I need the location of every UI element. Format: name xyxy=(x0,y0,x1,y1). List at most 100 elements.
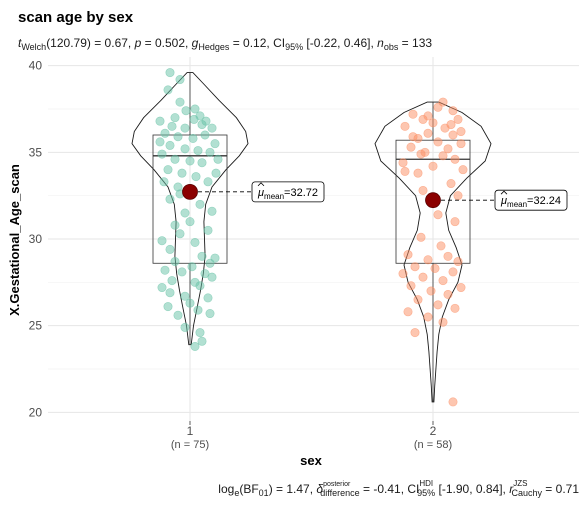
data-point xyxy=(170,257,180,267)
data-point xyxy=(173,310,183,320)
data-point xyxy=(159,177,169,187)
data-point xyxy=(207,272,217,282)
data-point xyxy=(433,102,443,112)
data-point xyxy=(443,251,453,261)
data-point xyxy=(203,225,213,235)
data-point xyxy=(428,161,438,171)
mean-label-value: =32.72 xyxy=(284,187,318,199)
box-2 xyxy=(395,139,471,264)
data-point xyxy=(448,267,458,277)
gridlines xyxy=(48,57,579,421)
data-point xyxy=(438,317,448,327)
caption-r-symbol: r xyxy=(509,482,514,496)
data-point xyxy=(406,142,416,152)
mean-label-box-1 xyxy=(251,181,325,203)
data-point xyxy=(197,336,207,346)
data-point xyxy=(185,298,195,308)
subtitle-p-label: p xyxy=(134,36,142,50)
data-point xyxy=(448,106,458,116)
data-point xyxy=(175,229,185,239)
subtitle-es-sub: Hedges xyxy=(198,42,230,52)
mean-label-box-2 xyxy=(494,189,568,211)
subtitle-ci-sub: 95% xyxy=(285,42,303,52)
data-point xyxy=(188,133,198,143)
data-point xyxy=(160,128,170,138)
data-point xyxy=(443,289,453,299)
data-point xyxy=(433,137,443,147)
caption-hdi-sub: 95% xyxy=(417,488,435,498)
data-point xyxy=(163,85,173,95)
caption-r-value: = 0.71 xyxy=(542,482,579,496)
data-point xyxy=(456,283,466,293)
data-point xyxy=(453,114,463,124)
violin-1 xyxy=(131,72,249,346)
data-point xyxy=(180,322,190,332)
data-point xyxy=(205,309,215,319)
x-axis-ticks: 1(n = 75) 2(n = 58) xyxy=(171,421,452,451)
data-point xyxy=(170,113,180,123)
data-point xyxy=(180,144,190,154)
data-point xyxy=(163,165,173,175)
mean-label-sub: mean xyxy=(507,200,527,209)
data-point xyxy=(423,312,433,322)
data-point xyxy=(398,158,408,168)
subtitle-n-sub: obs xyxy=(384,42,399,52)
data-point xyxy=(416,149,426,159)
data-point xyxy=(189,114,199,124)
mean-label-mu: μ xyxy=(500,195,507,207)
data-point xyxy=(433,300,443,310)
mean-label-mu: μ xyxy=(257,187,264,199)
data-point xyxy=(193,305,203,315)
data-point xyxy=(185,156,195,166)
data-point xyxy=(413,295,423,305)
caption-bf: (BF xyxy=(239,482,258,496)
caption-r-sup: JZS xyxy=(513,479,527,488)
data-point xyxy=(423,128,433,138)
data-point xyxy=(175,97,185,107)
data-point xyxy=(177,168,187,178)
y-tick-label: 25 xyxy=(29,319,43,333)
data-point xyxy=(210,139,220,149)
data-point xyxy=(423,255,433,265)
data-point xyxy=(193,146,203,156)
data-point xyxy=(428,118,438,128)
data-point xyxy=(443,144,453,154)
data-point xyxy=(197,158,207,168)
data-point xyxy=(160,265,170,275)
caption-delta-sup: posterior xyxy=(323,481,351,488)
data-point xyxy=(170,220,180,230)
data-point xyxy=(207,123,217,133)
data-point xyxy=(436,241,446,251)
subtitle-p-value: = 0.502, xyxy=(141,36,191,50)
mean-label-1: μmean=32.72 xyxy=(257,187,318,201)
data-point xyxy=(157,236,167,246)
subtitle-stat-value: (120.79) = 0.67, xyxy=(46,36,134,50)
chart-title: scan age by sex xyxy=(18,9,134,26)
data-point xyxy=(167,276,177,286)
caption-delta-value: = -0.41, CI xyxy=(360,482,420,496)
data-point xyxy=(165,244,175,254)
mean-label-value: =32.24 xyxy=(527,195,561,207)
data-point xyxy=(413,168,423,178)
data-point xyxy=(408,132,418,142)
data-point xyxy=(207,206,217,216)
data-point xyxy=(203,293,213,303)
caption-hdi-value: [-1.90, 0.84], xyxy=(435,482,509,496)
subtitle-es-symbol: g xyxy=(192,36,199,50)
data-point xyxy=(190,237,200,247)
data-point xyxy=(458,165,468,175)
data-point xyxy=(190,341,200,351)
chart-caption: loge(BF01) = 1.47, δposterior difference … xyxy=(218,479,579,498)
data-point xyxy=(410,328,420,338)
data-point xyxy=(167,121,177,131)
data-point xyxy=(195,281,205,291)
caption-bf-sub: 01 xyxy=(259,488,269,498)
subtitle-stat-symbol: t xyxy=(18,36,22,50)
mean-label-2: μmean=32.24 xyxy=(500,195,561,209)
data-point xyxy=(203,177,213,187)
data-point xyxy=(211,168,221,178)
data-point xyxy=(410,262,420,272)
caption-delta-sub: difference xyxy=(320,488,359,498)
